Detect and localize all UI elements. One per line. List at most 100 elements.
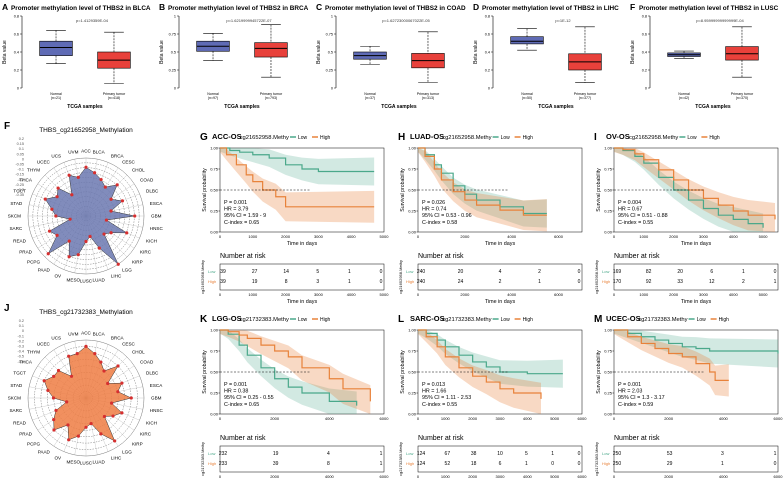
risk-value-low: 5 <box>525 451 528 457</box>
km-panel-M: M UCEC-OS cg21732383.Methy Low High Survival … <box>592 310 784 486</box>
legend-low-label: Low <box>501 135 511 141</box>
km-probe: cg21652958.Methy <box>442 135 491 141</box>
legend-high-label: High <box>719 317 730 323</box>
radar-category-label: THCA <box>19 359 32 364</box>
legend-high-label: High <box>320 135 331 141</box>
y-tick-label: 1.00 <box>210 146 219 151</box>
radar-point <box>116 390 120 394</box>
group-label: Normal <box>521 92 533 96</box>
plot-frame <box>417 147 583 233</box>
y-tick-label: 0.50 <box>604 188 613 193</box>
radar-category-label: KIRP <box>132 259 143 264</box>
km-panel-G: G ACC-OS cg21652958.Methy Low High Survival p… <box>198 128 390 304</box>
radar-category-label: UVM <box>68 150 78 155</box>
y-tick-label: 0.75 <box>169 33 176 37</box>
y-tick-label: 0 <box>174 87 176 91</box>
km-stat: 95% CI = 1.3 - 3.17 <box>618 395 665 401</box>
radar-category-label: UCS <box>51 153 61 158</box>
km-title: LUAD-OS <box>410 132 444 141</box>
x-tick-label: 2000 <box>270 416 280 421</box>
radar-point <box>43 197 47 201</box>
km-stat: P = 0.004 <box>618 200 641 206</box>
risk-table-title: Number at risk <box>220 435 266 442</box>
radar-point <box>116 364 120 368</box>
panel-letter: H <box>398 132 405 143</box>
y-tick-label: 0.25 <box>408 391 417 396</box>
risk-table-frame <box>219 445 385 473</box>
radar-category-label: LIHC <box>111 456 122 461</box>
radar-scale-label: -0.2 <box>17 178 24 182</box>
boxplot-title: Promoter methylation level of THBS2 in B… <box>11 5 151 12</box>
radar-point <box>120 381 124 385</box>
risk-x-tick-label: 0 <box>219 292 222 297</box>
risk-value-high: 6 <box>499 461 502 467</box>
risk-value-low: 4 <box>327 451 330 457</box>
x-tick-label: 0 <box>219 416 222 421</box>
risk-value-high: 18 <box>471 461 477 467</box>
x-tick-label: 1000 <box>639 234 649 239</box>
radar-area <box>43 346 132 442</box>
y-tick-label: 0.2 <box>642 69 647 73</box>
y-tick-label: 0.25 <box>169 69 176 73</box>
y-tick-label: 0.75 <box>326 33 333 37</box>
km-stat: C-index = 0.65 <box>224 220 259 226</box>
risk-label-high: High <box>208 461 216 466</box>
survival-curve-low <box>614 329 779 354</box>
radar-point <box>99 360 103 364</box>
boxplot-panel-F-svg: F Promoter methylation level of THBS2 in … <box>630 2 779 110</box>
km-stat: HR = 0.67 <box>618 207 642 213</box>
radar-scale-label: 0.2 <box>19 137 24 141</box>
group-label: Normal <box>364 92 376 96</box>
ci-band-low <box>220 148 375 186</box>
radar-category-label: BLCA <box>93 332 106 337</box>
risk-value-high: 1 <box>348 279 351 285</box>
risk-x-tick-label: 5000 <box>380 292 390 297</box>
radar-category-label: HNSC <box>150 408 164 413</box>
panel-letter: J <box>4 303 10 314</box>
km-title: OV-OS <box>606 132 630 141</box>
km-panel-H: H LUAD-OS cg21652958.Methy Low High Survival … <box>396 128 588 304</box>
km-stat: 95% CI = 0.51 - 0.88 <box>618 213 668 219</box>
radar-category-label: PAAD <box>38 268 51 273</box>
risk-value-high: 0 <box>380 279 383 285</box>
radar-scale-label: 0.05 <box>17 152 24 156</box>
radar-point <box>99 432 103 436</box>
group-label: Primary tumor <box>574 92 597 96</box>
risk-value-low: 1 <box>742 269 745 275</box>
p-value: p=1E-12 <box>555 18 571 23</box>
km-stat: HR = 3.79 <box>224 207 248 213</box>
radar-category-label: COAD <box>140 177 154 182</box>
x-tick-label: 4000 <box>347 234 357 239</box>
x-tick-label: 0 <box>219 234 222 239</box>
y-tick-label: 0.5 <box>171 51 176 55</box>
radar-category-label: LGG <box>122 450 132 455</box>
radar-point <box>55 233 59 237</box>
x-tick-label: 4000 <box>729 234 739 239</box>
radar-scale-label: -0.3 <box>17 188 24 192</box>
x-axis-label: TCGA samples <box>695 104 731 110</box>
radar-scale-label: -0.15 <box>15 173 24 177</box>
x-axis-label: TCGA samples <box>381 104 417 110</box>
risk-x-tick-label: 6000 <box>380 474 390 479</box>
y-tick-label: 1 <box>174 15 176 19</box>
radar-category-label: PRAD <box>19 250 32 255</box>
risk-value-low: 67 <box>445 451 451 457</box>
legend-low-label: Low <box>687 135 697 141</box>
y-tick-label: 0.50 <box>408 188 417 193</box>
risk-x-tick-label: 3000 <box>699 292 709 297</box>
risk-table-frame <box>219 263 385 291</box>
risk-x-tick-label: 0 <box>613 474 616 479</box>
risk-y-label: cg21732383.Methy <box>200 442 205 476</box>
group-n: (n=42) <box>679 96 690 100</box>
risk-value-low: 169 <box>613 269 622 275</box>
risk-value-high: 170 <box>613 279 622 285</box>
km-title: LGG-OS <box>212 314 242 323</box>
risk-x-tick-label: 6000 <box>554 292 564 297</box>
legend-low-label: Low <box>298 317 308 323</box>
x-tick-label: 6000 <box>578 416 588 421</box>
radar-point <box>88 234 92 239</box>
risk-x-tick-label: 5000 <box>550 474 560 479</box>
y-tick-label: 1.00 <box>408 328 417 333</box>
y-tick-label: 0.50 <box>210 188 219 193</box>
